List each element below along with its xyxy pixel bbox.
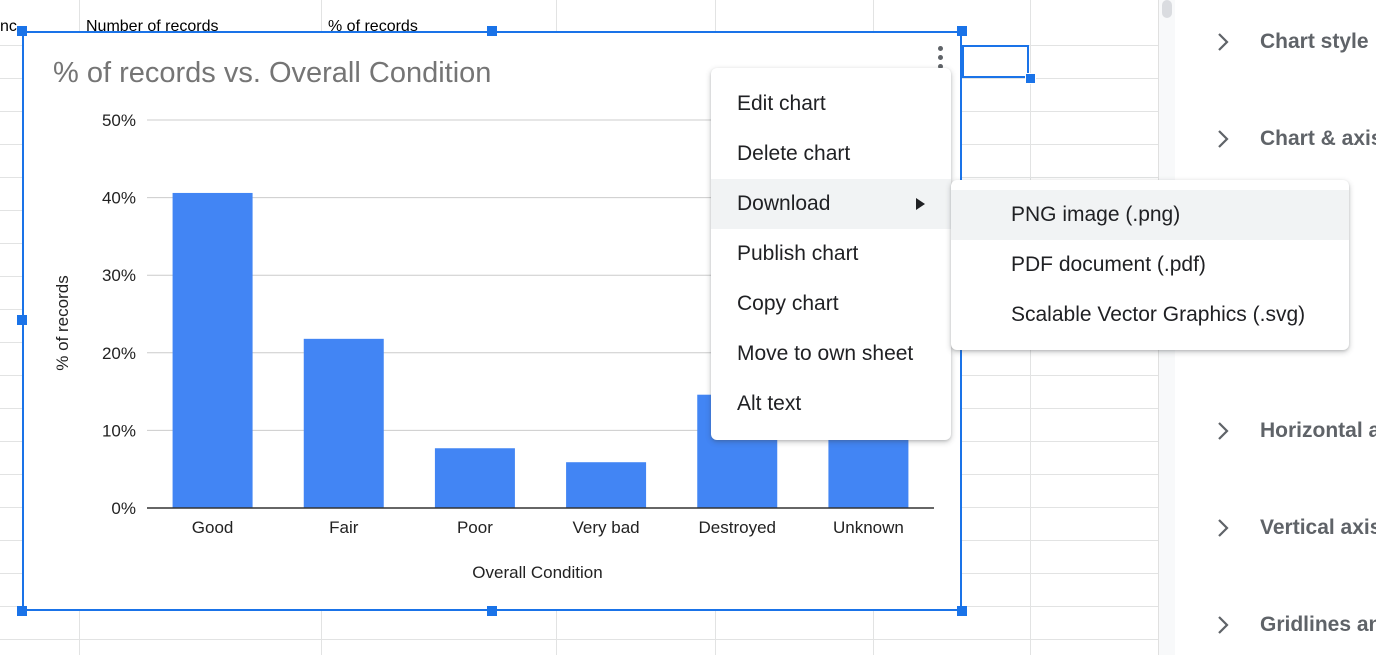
x-tick-label: Fair bbox=[329, 518, 359, 537]
chevron-right-icon bbox=[1218, 33, 1229, 51]
resize-handle-bottom-left[interactable] bbox=[17, 606, 27, 616]
fill-handle[interactable] bbox=[1025, 73, 1036, 84]
menu-item-publish-chart[interactable]: Publish chart bbox=[711, 229, 951, 279]
menu-item-png-image[interactable]: PNG image (.png) bbox=[951, 190, 1349, 240]
chart-title[interactable]: % of records vs. Overall Condition bbox=[53, 57, 492, 89]
x-tick-label: Very bad bbox=[573, 518, 640, 537]
x-tick-label: Unknown bbox=[833, 518, 904, 537]
chart-context-menu: Edit chart Delete chart Download Publish… bbox=[711, 68, 951, 440]
section-label: Chart style bbox=[1260, 30, 1369, 53]
more-vert-icon[interactable] bbox=[930, 41, 950, 73]
menu-item-label: Publish chart bbox=[737, 242, 859, 265]
resize-handle-top-right[interactable] bbox=[957, 26, 967, 36]
section-label: Gridlines and ticks bbox=[1260, 613, 1376, 636]
arrow-right-icon bbox=[916, 198, 925, 210]
y-tick-label: 30% bbox=[102, 266, 136, 285]
menu-item-label: Copy chart bbox=[737, 292, 839, 315]
menu-item-alt-text[interactable]: Alt text bbox=[711, 379, 951, 429]
menu-item-edit-chart[interactable]: Edit chart bbox=[711, 79, 951, 129]
y-tick-label: 40% bbox=[102, 189, 136, 208]
menu-item-label: PDF document (.pdf) bbox=[1011, 253, 1206, 276]
chevron-right-icon bbox=[1218, 130, 1229, 148]
cell-header-condition[interactable]: nc bbox=[0, 18, 17, 35]
y-tick-label: 20% bbox=[102, 344, 136, 363]
resize-handle-top[interactable] bbox=[487, 26, 497, 36]
bar-chart-plot: 0% 10% 20% 30% 40% 50% Good Fair Poor Very bad Des… bbox=[53, 111, 934, 582]
cell-header-percent-of-records[interactable]: % of records bbox=[328, 18, 418, 35]
bar-unknown bbox=[828, 437, 909, 508]
menu-item-svg[interactable]: Scalable Vector Graphics (.svg) bbox=[951, 290, 1349, 340]
menu-item-label: Alt text bbox=[737, 392, 802, 415]
section-label: Chart & axis titles bbox=[1260, 127, 1376, 150]
row-divider bbox=[0, 639, 1158, 640]
section-chart-style[interactable]: Chart style bbox=[1175, 22, 1376, 62]
cell-header-number-of-records[interactable]: Number of records bbox=[86, 18, 219, 35]
menu-item-label: Move to own sheet bbox=[737, 342, 914, 365]
x-tick-label: Good bbox=[192, 518, 234, 537]
x-axis-title: Overall Condition bbox=[472, 563, 602, 582]
menu-item-label: Download bbox=[737, 192, 831, 215]
section-horizontal-axis[interactable]: Horizontal axis bbox=[1175, 411, 1376, 451]
resize-handle-left[interactable] bbox=[17, 315, 27, 325]
menu-item-label: Scalable Vector Graphics (.svg) bbox=[1011, 303, 1306, 326]
section-label: Horizontal axis bbox=[1260, 419, 1376, 442]
resize-handle-top-left[interactable] bbox=[17, 26, 27, 36]
menu-item-download[interactable]: Download bbox=[711, 179, 951, 229]
bar-fair bbox=[303, 338, 384, 508]
menu-item-label: Edit chart bbox=[737, 92, 826, 115]
bar-poor bbox=[434, 448, 515, 508]
bar-very-bad bbox=[566, 462, 647, 508]
section-chart-axis-titles[interactable]: Chart & axis titles bbox=[1175, 119, 1376, 159]
chevron-right-icon bbox=[1218, 616, 1229, 634]
menu-item-label: Delete chart bbox=[737, 142, 851, 165]
y-axis-title: % of records bbox=[53, 275, 72, 370]
chevron-right-icon bbox=[1218, 422, 1229, 440]
bar-good bbox=[172, 192, 253, 508]
y-tick-label: 10% bbox=[102, 421, 136, 440]
x-tick-label: Destroyed bbox=[699, 518, 776, 537]
resize-handle-bottom-right[interactable] bbox=[957, 606, 967, 616]
menu-item-label: PNG image (.png) bbox=[1011, 203, 1181, 226]
menu-item-pdf-document[interactable]: PDF document (.pdf) bbox=[951, 240, 1349, 290]
section-vertical-axis[interactable]: Vertical axis bbox=[1175, 508, 1376, 548]
menu-item-move-to-own-sheet[interactable]: Move to own sheet bbox=[711, 329, 951, 379]
resize-handle-bottom[interactable] bbox=[487, 606, 497, 616]
active-cell-selection[interactable] bbox=[962, 45, 1029, 78]
menu-item-delete-chart[interactable]: Delete chart bbox=[711, 129, 951, 179]
y-tick-label: 0% bbox=[111, 499, 136, 518]
y-tick-label: 50% bbox=[102, 111, 136, 130]
chevron-right-icon bbox=[1218, 519, 1229, 537]
section-label: Vertical axis bbox=[1260, 516, 1376, 539]
menu-item-copy-chart[interactable]: Copy chart bbox=[711, 279, 951, 329]
x-tick-label: Poor bbox=[457, 518, 493, 537]
download-submenu: PNG image (.png) PDF document (.pdf) Sca… bbox=[951, 180, 1349, 350]
section-gridlines-ticks[interactable]: Gridlines and ticks bbox=[1175, 605, 1376, 645]
scrollbar-thumb[interactable] bbox=[1162, 0, 1172, 18]
